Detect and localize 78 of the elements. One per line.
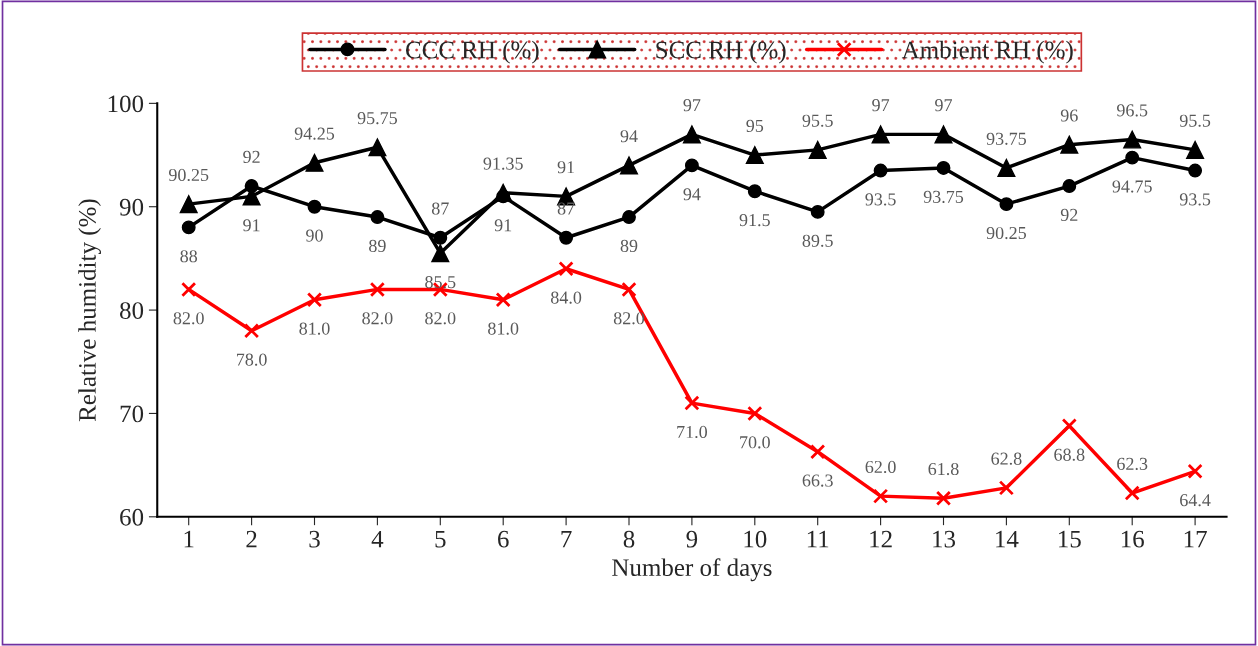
data-label: 85.5 xyxy=(425,275,456,289)
data-label: 78.0 xyxy=(236,353,267,366)
x-tick-label: 2 xyxy=(246,530,257,548)
legend-label: CCC RH (%) xyxy=(405,40,539,64)
data-label: 96 xyxy=(1060,109,1078,122)
data-label: 61.8 xyxy=(928,462,959,476)
data-label: 90 xyxy=(306,229,323,242)
data-label: 82.0 xyxy=(613,312,645,325)
x-tick-label: 3 xyxy=(309,530,320,548)
x-tick-label: 11 xyxy=(807,530,829,548)
data-label: 82.0 xyxy=(173,312,204,325)
x-tick-label: 6 xyxy=(498,530,509,548)
x-tick-label: 15 xyxy=(1059,530,1081,548)
data-label: 91 xyxy=(243,219,260,232)
x-tick-label: 4 xyxy=(371,530,384,548)
x-tick-label: 10 xyxy=(744,530,767,548)
data-label: 62.8 xyxy=(991,452,1022,465)
data-label: 88 xyxy=(180,250,198,263)
x-tick-label: 8 xyxy=(623,530,635,548)
data-label: 70.0 xyxy=(740,436,770,449)
x-tick-label: 12 xyxy=(870,530,892,548)
data-label: 62.0 xyxy=(865,460,896,474)
data-label: 97 xyxy=(872,99,890,112)
data-label: 97 xyxy=(935,99,953,112)
data-label: 95.5 xyxy=(802,114,833,127)
x-tick-label: 16 xyxy=(1121,530,1144,548)
legend-label: Ambient RH (%) xyxy=(901,40,1073,64)
data-label: 81.0 xyxy=(488,322,519,335)
x-tick-label: 14 xyxy=(996,530,1019,548)
data-label: 97 xyxy=(683,99,701,112)
x-tick-label: 7 xyxy=(561,530,572,548)
data-label: 66.3 xyxy=(802,474,833,487)
y-tick-label: 100 xyxy=(108,95,144,113)
data-label: 92 xyxy=(1060,208,1078,221)
data-label: 62.3 xyxy=(1117,457,1148,470)
data-label: 93.5 xyxy=(865,193,896,206)
y-tick-label: 90 xyxy=(119,198,144,216)
data-label: 95.75 xyxy=(357,112,398,125)
data-label: 89 xyxy=(369,239,386,252)
data-label: 91 xyxy=(557,161,575,174)
data-label: 94.75 xyxy=(1112,180,1152,193)
x-tick-label: 17 xyxy=(1184,530,1207,548)
data-label: 93.5 xyxy=(1179,193,1211,206)
data-label: 90.25 xyxy=(168,168,209,182)
y-tick-label: 60 xyxy=(120,508,144,526)
x-tick-label: 1 xyxy=(184,530,194,548)
x-tick-label: 5 xyxy=(435,530,446,548)
y-axis-title: Relative humidity (%) xyxy=(78,199,101,422)
x-tick-label: 13 xyxy=(933,530,956,548)
legend-label: SCC RH (%) xyxy=(656,40,786,64)
data-label: 92 xyxy=(243,150,260,163)
y-tick-label: 80 xyxy=(120,302,144,319)
data-label: 90.25 xyxy=(986,226,1027,240)
data-label: 84.0 xyxy=(550,291,582,304)
data-label: 82.0 xyxy=(425,312,456,325)
data-label: 91.35 xyxy=(483,157,523,170)
y-tick-label: 70 xyxy=(120,405,144,423)
x-tick-label: 9 xyxy=(686,530,698,548)
data-label: 89.5 xyxy=(802,234,833,247)
data-label: 93.75 xyxy=(923,190,964,203)
data-label: 87 xyxy=(431,202,449,215)
data-label: 89 xyxy=(620,239,638,252)
data-label: 68.8 xyxy=(1054,448,1085,461)
data-label: 96.5 xyxy=(1116,104,1148,117)
data-label: 93.75 xyxy=(986,132,1027,145)
data-label: 94.25 xyxy=(294,127,335,140)
data-label: 91 xyxy=(494,219,512,232)
data-label: 95 xyxy=(746,119,764,132)
data-label: 94 xyxy=(620,130,638,143)
data-label: 87 xyxy=(557,202,575,215)
data-label: 64.4 xyxy=(1180,494,1211,507)
data-label: 95.5 xyxy=(1179,114,1211,127)
x-axis-title: Number of days xyxy=(612,558,772,582)
data-label: 71.0 xyxy=(677,425,708,439)
data-label: 82.0 xyxy=(362,312,393,325)
data-label: 81.0 xyxy=(299,322,330,335)
data-label: 91.5 xyxy=(739,214,770,227)
data-label: 94 xyxy=(683,188,701,201)
